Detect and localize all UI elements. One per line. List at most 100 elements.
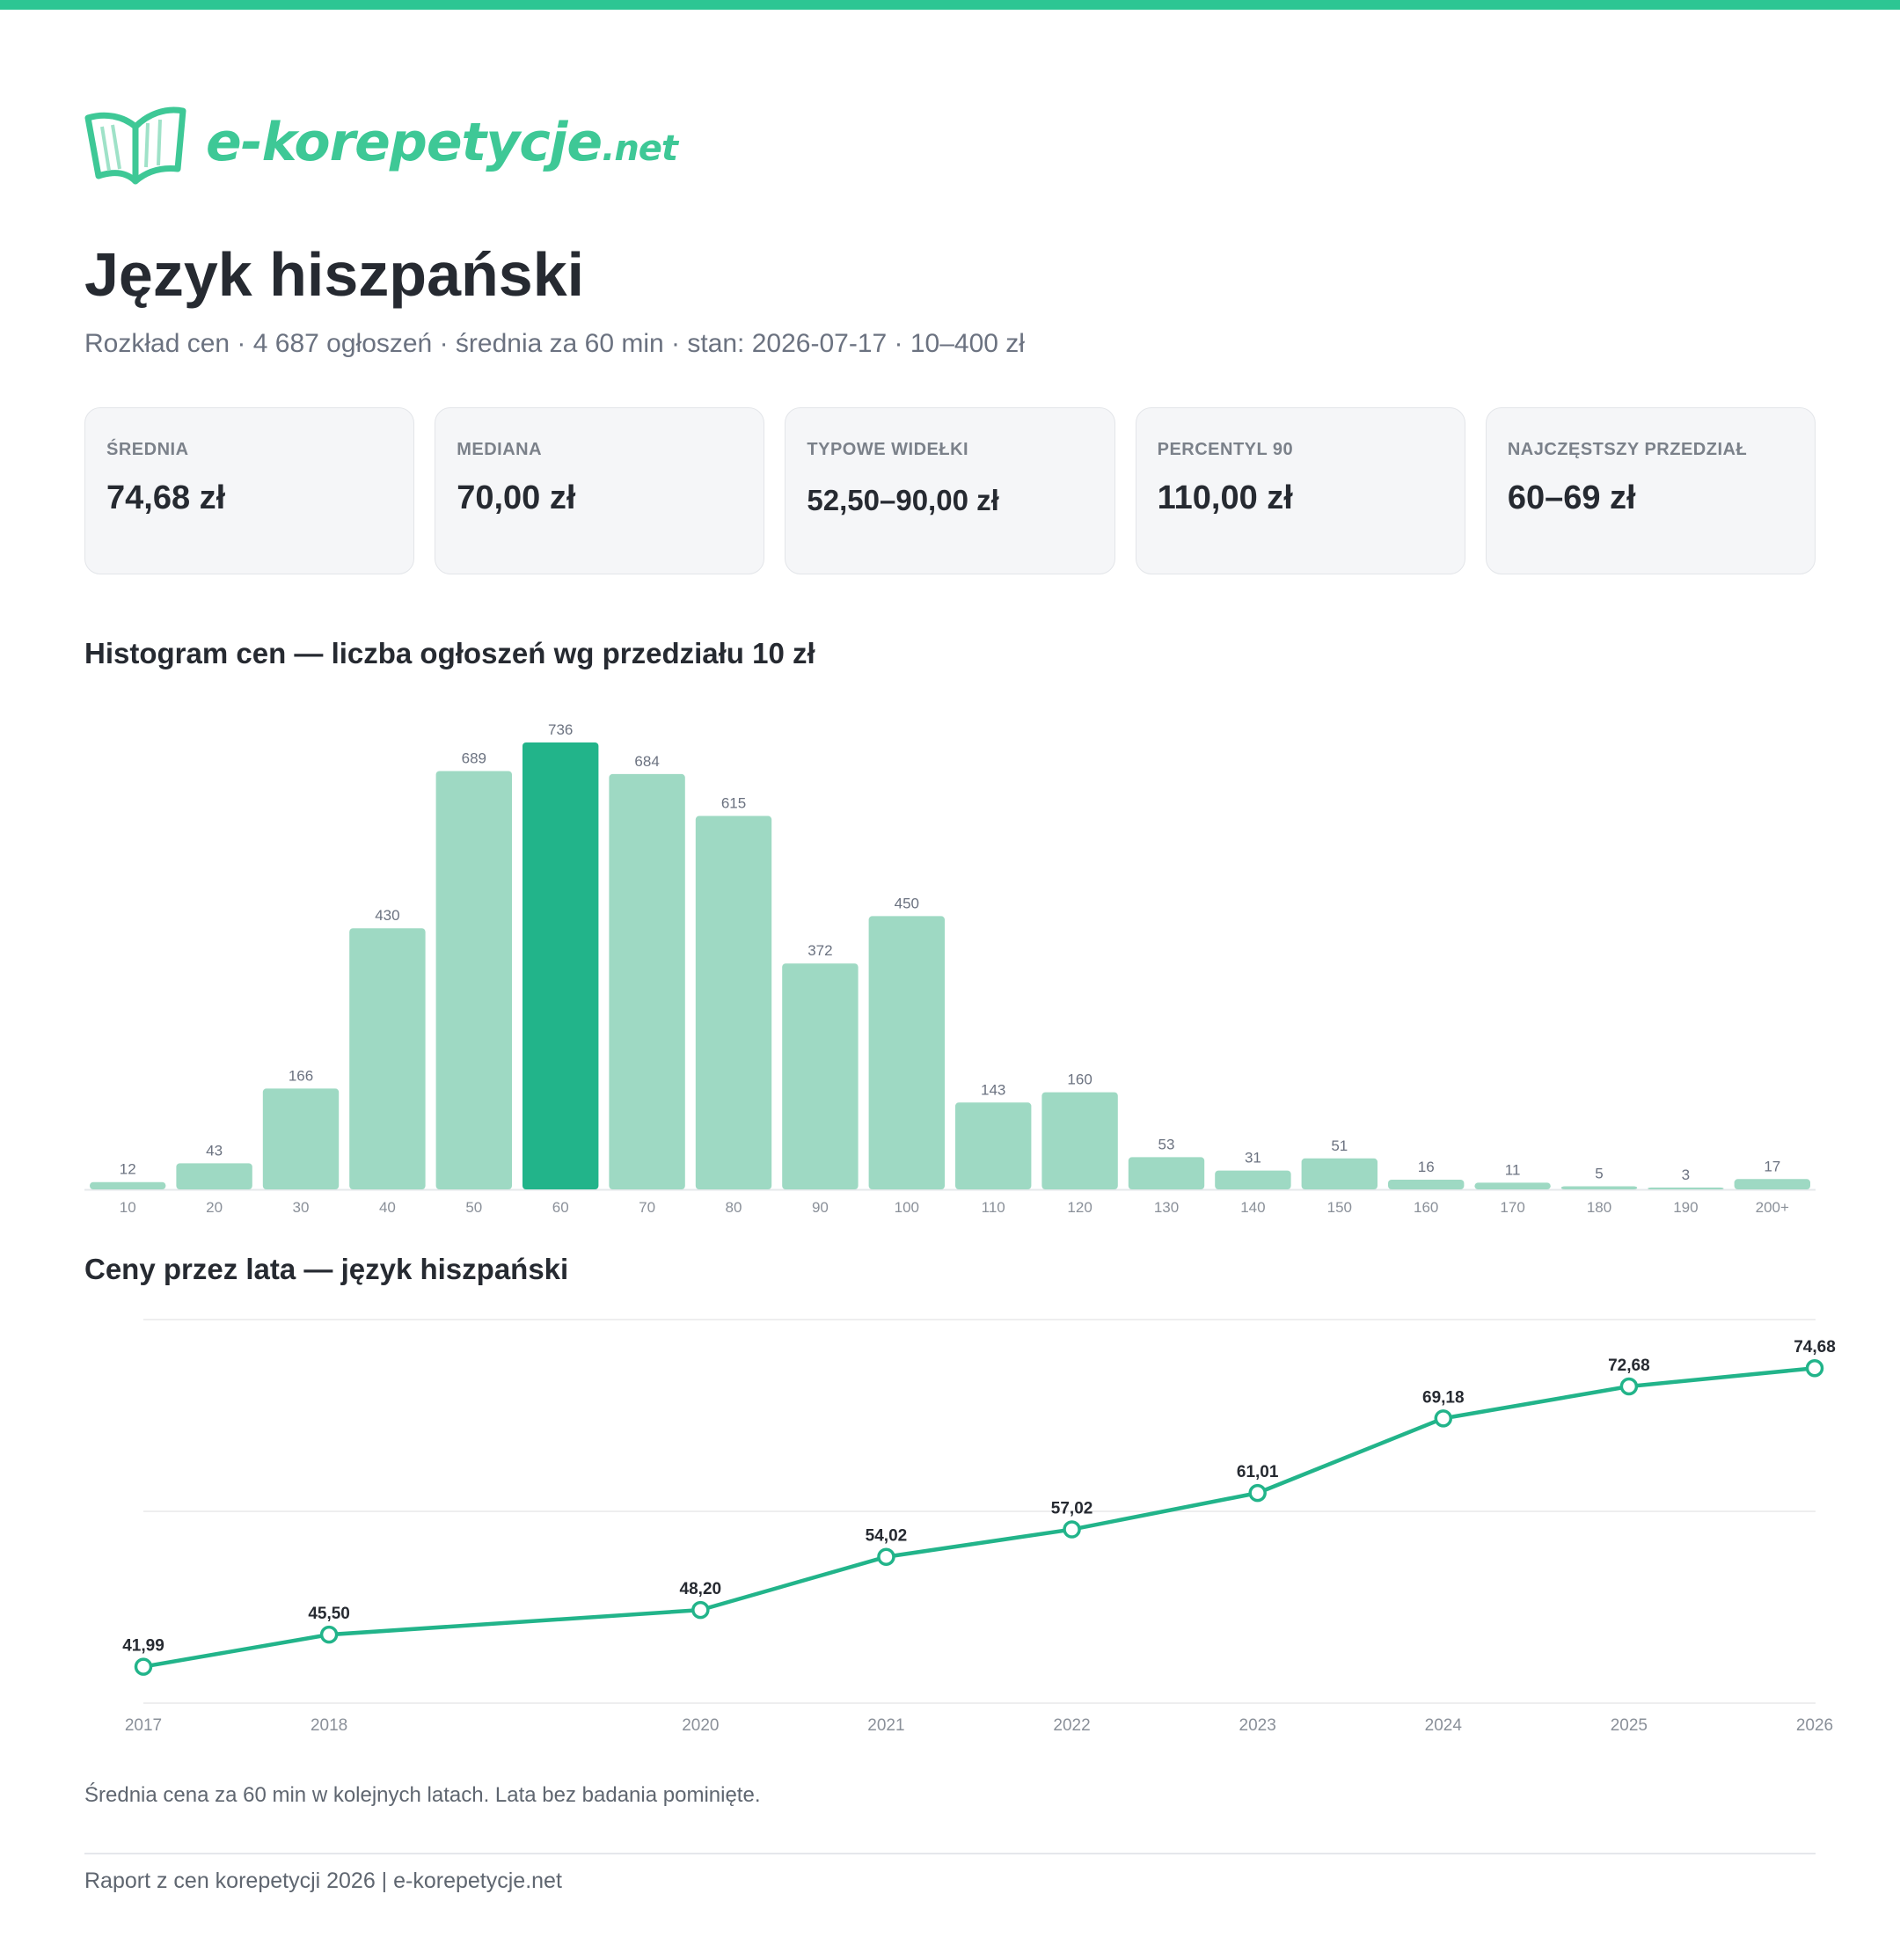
bar-value-label: 11 <box>1505 1161 1521 1178</box>
x-tick-label: 10 <box>120 1199 136 1216</box>
histogram-bar <box>1041 1092 1118 1189</box>
x-tick-label: 2022 <box>1053 1716 1090 1735</box>
bar-value-label: 51 <box>1331 1137 1348 1154</box>
data-point <box>134 1657 153 1676</box>
stat-value: 110,00 zł <box>1157 479 1293 516</box>
x-tick-label: 2025 <box>1611 1716 1648 1735</box>
footer-divider <box>84 1853 1816 1854</box>
point-value-label: 74,68 <box>1794 1338 1836 1357</box>
x-tick-label: 150 <box>1327 1199 1352 1216</box>
page-subtitle: Rozkład cen · 4 687 ogłoszeń · średnia z… <box>84 329 1025 358</box>
bar-value-label: 17 <box>1764 1158 1780 1174</box>
histogram-bar <box>868 916 945 1189</box>
top-accent-bar <box>0 0 1900 10</box>
x-tick-label: 180 <box>1587 1199 1611 1216</box>
histogram-bar <box>1648 1187 1724 1189</box>
histogram-bar <box>349 928 426 1189</box>
open-book-icon <box>84 106 186 185</box>
x-tick-label: 140 <box>1240 1199 1265 1216</box>
data-point <box>1619 1377 1639 1396</box>
bar-value-label: 31 <box>1245 1150 1261 1166</box>
histogram-bar <box>1734 1179 1810 1189</box>
x-tick-label: 2024 <box>1425 1716 1463 1735</box>
data-point <box>319 1625 339 1644</box>
x-tick-label: 2020 <box>682 1716 719 1735</box>
bar-value-label: 430 <box>375 907 399 924</box>
data-point <box>1063 1520 1081 1539</box>
point-value-label: 57,02 <box>1051 1500 1093 1518</box>
bar-value-label: 160 <box>1067 1071 1092 1088</box>
x-tick-label: 30 <box>293 1199 310 1216</box>
page-title: Język hiszpański <box>84 240 585 309</box>
histogram-bar <box>522 742 599 1189</box>
histogram-bar <box>1301 1158 1378 1189</box>
data-point <box>1248 1483 1267 1503</box>
stat-card-median: Mediana 70,00 zł <box>435 407 765 574</box>
x-tick-label: 2021 <box>867 1716 904 1735</box>
histogram-bar <box>695 815 772 1189</box>
bar-value-label: 43 <box>206 1142 223 1159</box>
x-tick-label: 20 <box>206 1199 223 1216</box>
point-value-label: 41,99 <box>122 1637 164 1656</box>
bar-value-label: 53 <box>1158 1136 1175 1152</box>
bar-value-label: 450 <box>895 895 919 911</box>
histogram-bar <box>1388 1179 1465 1189</box>
bar-value-label: 5 <box>1595 1166 1603 1182</box>
histogram-bar <box>955 1102 1032 1189</box>
stat-card-mode: Najczęstszy przedział 60–69 zł <box>1485 407 1816 574</box>
point-value-label: 69,18 <box>1422 1388 1465 1407</box>
point-value-label: 45,50 <box>308 1605 350 1623</box>
stat-card-typical-range: Typowe widełki 52,50–90,00 zł <box>785 407 1115 574</box>
bar-value-label: 615 <box>721 795 746 812</box>
footer-text: Raport z cen korepetycji 2026 | e-korepe… <box>84 1869 562 1893</box>
stat-label: Percentyl 90 <box>1157 440 1294 459</box>
x-tick-label: 2023 <box>1239 1716 1276 1735</box>
histogram-bar <box>176 1163 252 1189</box>
x-tick-label: 40 <box>379 1199 396 1216</box>
bar-value-label: 372 <box>808 942 832 959</box>
stat-value: 70,00 zł <box>457 479 576 516</box>
stat-label: Średnia <box>106 440 189 459</box>
histogram-bar <box>609 773 685 1189</box>
histogram-bar <box>1474 1182 1551 1189</box>
x-tick-label: 50 <box>465 1199 482 1216</box>
data-point <box>877 1547 895 1566</box>
x-tick-label: 60 <box>552 1199 569 1216</box>
point-value-label: 48,20 <box>680 1580 722 1598</box>
data-point <box>1805 1358 1824 1378</box>
x-tick-label: 170 <box>1500 1199 1524 1216</box>
x-tick-label: 200+ <box>1756 1199 1789 1216</box>
stat-label: Mediana <box>457 440 543 459</box>
x-tick-label: 2026 <box>1796 1716 1833 1735</box>
histogram-bar <box>1560 1186 1638 1189</box>
stat-value: 60–69 zł <box>1507 479 1636 516</box>
x-tick-label: 90 <box>812 1199 829 1216</box>
histogram-title: Histogram cen — liczba ogłoszeń wg przed… <box>84 637 815 669</box>
stat-label: Typowe widełki <box>807 440 969 459</box>
stat-card-p90: Percentyl 90 110,00 zł <box>1135 407 1465 574</box>
brand-wordmark: e-korepetycje.net <box>206 112 678 173</box>
bar-value-label: 3 <box>1682 1166 1690 1183</box>
data-point <box>1434 1409 1453 1428</box>
x-tick-label: 130 <box>1154 1199 1179 1216</box>
x-tick-label: 110 <box>982 1199 1005 1216</box>
line-chart-title: Ceny przez lata — język hiszpański <box>84 1253 569 1285</box>
stat-value: 74,68 zł <box>106 479 226 516</box>
histogram-bar <box>90 1181 166 1189</box>
stats-cards: Średnia 74,68 zł Mediana 70,00 zł Typowe… <box>84 407 1816 574</box>
brand-name: e-korepetycje <box>206 112 603 173</box>
bar-value-label: 684 <box>634 753 659 770</box>
point-value-label: 72,68 <box>1608 1357 1650 1375</box>
bar-value-label: 16 <box>1418 1159 1435 1175</box>
histogram-bar <box>1128 1157 1205 1189</box>
histogram-chart: 12 10 43 20 166 30 430 40 689 50 736 60 684 70 615 80 37… <box>84 721 1816 1216</box>
brand-tld: .net <box>602 128 678 169</box>
stat-value: 52,50–90,00 zł <box>807 484 999 516</box>
bar-value-label: 143 <box>981 1081 1005 1098</box>
histogram-bar <box>1215 1170 1291 1189</box>
data-point <box>691 1600 710 1620</box>
histogram-bar <box>782 963 859 1189</box>
brand-logo[interactable]: e-korepetycje.net <box>84 99 678 186</box>
bar-value-label: 166 <box>289 1067 313 1084</box>
x-tick-label: 80 <box>726 1199 742 1216</box>
